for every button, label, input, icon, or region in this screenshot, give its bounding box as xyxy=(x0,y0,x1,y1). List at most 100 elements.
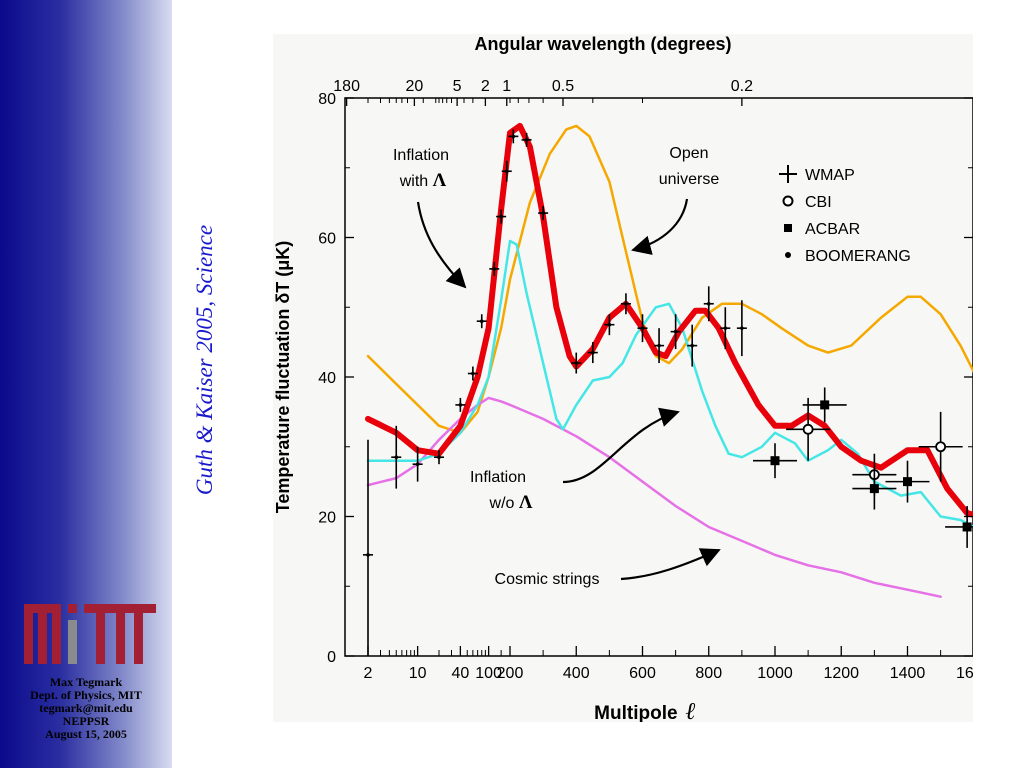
model-curves xyxy=(365,122,973,598)
data-point-wmap xyxy=(496,209,507,224)
annotation-inflation-with-lambda: Inflation xyxy=(393,147,449,164)
x-tick-label: 1200 xyxy=(823,665,859,682)
data-point-wmap xyxy=(521,132,532,147)
chart-panel: 2104010020040060080010001200140016001800… xyxy=(273,34,973,722)
y-axis-label: Temperature fluctuation δT (μK) xyxy=(273,241,293,514)
annotation-open-universe-line2: universe xyxy=(659,171,720,188)
arrow-cosmic-strings xyxy=(620,548,721,581)
legend-label: CBI xyxy=(805,194,832,211)
footer-event: NEPPSR xyxy=(62,714,110,728)
top-tick-label: 0.2 xyxy=(731,78,753,95)
legend-item: CBI xyxy=(782,194,832,211)
data-point-wmap xyxy=(571,352,582,374)
data-point-cbi xyxy=(786,397,831,461)
curve-inflation_no_lambda xyxy=(366,239,973,528)
data-point-wmap xyxy=(587,342,598,364)
data-point-wmap xyxy=(637,314,648,343)
legend-label: BOOMERANG xyxy=(805,248,911,265)
data-point-wmap xyxy=(412,446,423,482)
chart-title: Angular wavelength (degrees) xyxy=(474,34,731,54)
data-point-wmap xyxy=(501,160,512,182)
data-point-cbi xyxy=(918,411,963,482)
y-axis-ticks: 0 20 40 60 80 xyxy=(318,91,973,666)
data-point-acbar xyxy=(852,467,897,510)
data-point-wmap xyxy=(434,450,444,465)
top-tick-label: 2 xyxy=(481,78,490,95)
x-tick-label: 800 xyxy=(695,665,722,682)
annotation-open-universe: Open xyxy=(669,145,708,162)
data-point-wmap xyxy=(538,206,549,221)
x-tick-label: 100 xyxy=(475,665,502,682)
cmb-power-spectrum-chart: 2104010020040060080010001200140016001800… xyxy=(273,34,973,722)
arrow-open-universe xyxy=(631,198,689,255)
data-point-wmap xyxy=(467,366,478,381)
citation-text: Guth & Kaiser 2005, Science xyxy=(192,224,217,496)
x-tick-label: 2 xyxy=(364,665,373,682)
top-tick-label: 5 xyxy=(453,78,462,95)
data-point-wmap xyxy=(736,300,747,357)
curve-annotations: Inflation with Λ Open universe Inflation w/o … xyxy=(393,145,721,588)
top-tick-label: 20 xyxy=(405,78,423,95)
y-tick-label: 40 xyxy=(318,370,336,387)
data-point-wmap xyxy=(391,425,402,489)
legend-item: ACBAR xyxy=(784,221,860,238)
data-point-acbar xyxy=(802,387,847,423)
curve-cosmic_strings xyxy=(366,396,942,598)
data-point-wmap xyxy=(620,293,631,315)
data-point-wmap xyxy=(489,261,500,276)
x-tick-label: 10 xyxy=(409,665,427,682)
curve-inflation_lambda xyxy=(365,122,973,518)
x-tick-label: 600 xyxy=(629,665,656,682)
legend-label: ACBAR xyxy=(805,221,860,238)
legend-label: WMAP xyxy=(805,167,855,184)
footer-credits: Max Tegmark Dept. of Physics, MIT tegmar… xyxy=(0,676,172,741)
data-point-acbar xyxy=(945,506,973,548)
data-point-wmap xyxy=(476,314,487,329)
x-axis-ticks: 2104010020040060080010001200140016001800 xyxy=(364,646,973,682)
y-tick-label: 20 xyxy=(318,510,336,527)
footer-dept: Dept. of Physics, MIT xyxy=(30,688,142,702)
footer-date: August 15, 2005 xyxy=(45,727,127,741)
x-tick-label: 1400 xyxy=(890,665,926,682)
annotation-cosmic-strings: Cosmic strings xyxy=(495,571,600,588)
data-point-wmap xyxy=(720,307,731,350)
y-tick-label: 0 xyxy=(327,649,336,666)
x-tick-label: 1000 xyxy=(757,665,793,682)
data-point-wmap xyxy=(654,328,665,364)
top-axis-ticks: 180 20 5 2 1 0.5 0.2 xyxy=(333,78,753,106)
x-tick-label: 400 xyxy=(563,665,590,682)
sidebar-gradient: Max Tegmark Dept. of Physics, MIT tegmar… xyxy=(0,0,172,768)
data-point-wmap xyxy=(455,397,466,412)
footer-name: Max Tegmark xyxy=(49,675,123,689)
data-points xyxy=(363,129,973,656)
legend-item: BOOMERANG xyxy=(785,248,911,265)
x-tick-label: 40 xyxy=(451,665,469,682)
data-point-wmap xyxy=(363,439,373,656)
annotation-inflation-without-lambda-line2: w/o Λ xyxy=(489,492,533,513)
legend-item: WMAP xyxy=(779,165,855,184)
y-tick-label: 80 xyxy=(318,91,336,108)
data-point-wmap xyxy=(687,324,698,367)
data-point-wmap xyxy=(703,286,714,322)
data-point-wmap xyxy=(508,129,519,144)
data-point-acbar xyxy=(885,460,930,503)
annotation-inflation-without-lambda: Inflation xyxy=(470,469,526,486)
x-tick-label: 1600 xyxy=(956,665,973,682)
x-axis-label-text: Multipole xyxy=(594,703,677,722)
top-tick-label: 0.5 xyxy=(552,78,574,95)
arrow-inflation-without-lambda xyxy=(562,407,680,484)
arrow-inflation-with-lambda xyxy=(416,201,467,289)
ell-symbol: ℓ xyxy=(686,699,696,722)
data-point-wmap xyxy=(604,314,615,336)
footer-email: tegmark@mit.edu xyxy=(39,701,133,715)
x-tick-label: 200 xyxy=(497,665,524,682)
data-point-wmap xyxy=(670,314,681,350)
data-point-acbar xyxy=(753,443,797,479)
annotation-inflation-with-lambda-line2: with Λ xyxy=(399,170,447,191)
x-axis-label: Multipole ℓ xyxy=(594,699,696,722)
y-tick-label: 60 xyxy=(318,231,336,248)
top-tick-label: 180 xyxy=(333,78,360,95)
mit-logo xyxy=(24,598,156,669)
legend: WMAP CBI ACBAR BOOMERANG xyxy=(779,165,911,265)
top-tick-label: 1 xyxy=(502,78,511,95)
